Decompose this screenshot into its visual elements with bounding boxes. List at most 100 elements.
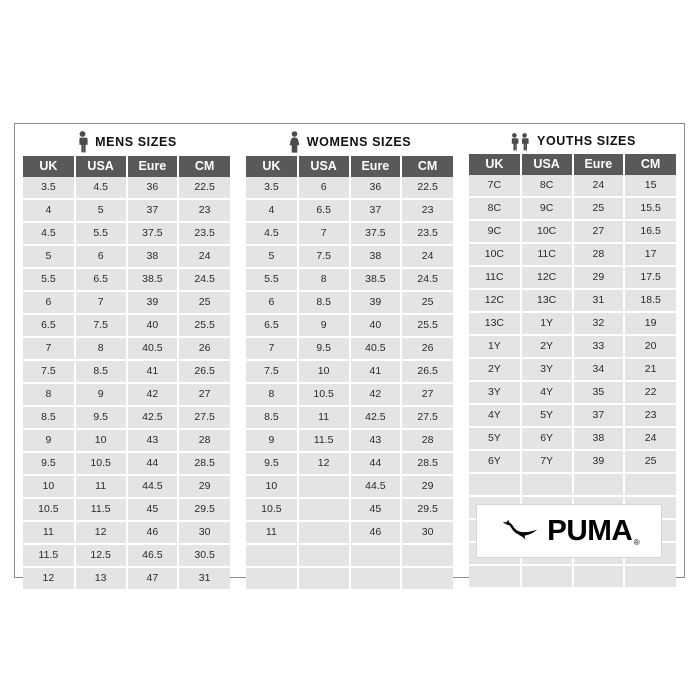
table-row: 8C 9C 25 15.5: [469, 197, 676, 221]
cell-uk: 6.5: [246, 314, 299, 338]
table-row: 11 12 46 30: [23, 521, 230, 545]
cell-usa: 7: [297, 222, 351, 246]
mens-title-label: MENS SIZES: [95, 135, 177, 149]
cell-cm: 24: [624, 427, 676, 451]
womens-size-table: UK USA Eure CM 3.5 6 36 22.5 4 6.5 37 23 4.5 7 37.…: [246, 156, 453, 589]
cell-usa: 12C: [520, 266, 574, 290]
table-row: [246, 567, 453, 589]
table-row: 12C 13C 31 18.5: [469, 289, 676, 313]
cell-uk: 5.5: [246, 268, 299, 292]
table-row: 9.5 10.5 44 28.5: [23, 452, 230, 476]
cell-cm: 18.5: [624, 289, 676, 313]
cell-usa: 13: [74, 567, 128, 589]
cell-usa: 8.5: [297, 291, 351, 315]
cell-uk: 8.5: [246, 406, 299, 430]
cell-uk: 7: [23, 337, 76, 361]
column-header-uk: UK: [246, 156, 299, 177]
cell-cm: 17: [624, 243, 676, 267]
cell-eure: [349, 544, 403, 568]
cell-usa: 3Y: [520, 358, 574, 382]
cell-uk: [246, 567, 299, 589]
table-row: 8.5 9.5 42.5 27.5: [23, 406, 230, 430]
cell-uk: 11: [23, 521, 76, 545]
table-row: 7.5 10 41 26.5: [246, 360, 453, 384]
cell-cm: [401, 544, 453, 568]
table-row: 5 6 38 24: [23, 245, 230, 269]
cell-uk: 5Y: [469, 427, 522, 451]
cell-eure: 24: [572, 175, 626, 198]
cell-eure: 37.5: [349, 222, 403, 246]
cell-uk: 3.5: [246, 177, 299, 200]
table-row: 9C 10C 27 16.5: [469, 220, 676, 244]
cell-cm: 25: [178, 291, 230, 315]
cell-cm: 27.5: [401, 406, 453, 430]
cell-usa: [520, 565, 574, 587]
cell-eure: 43: [126, 429, 180, 453]
table-row: 6 7 39 25: [23, 291, 230, 315]
cell-cm: 30: [178, 521, 230, 545]
cell-usa: [297, 475, 351, 499]
cell-cm: 25.5: [401, 314, 453, 338]
cell-uk: 9: [23, 429, 76, 453]
cell-eure: 47: [126, 567, 180, 589]
cell-uk: 5: [23, 245, 76, 269]
cell-uk: 7.5: [23, 360, 76, 384]
cell-eure: 34: [572, 358, 626, 382]
column-header-uk: UK: [23, 156, 76, 177]
cell-eure: 38.5: [126, 268, 180, 292]
cell-usa: 6.5: [74, 268, 128, 292]
cell-uk: 12C: [469, 289, 522, 313]
cell-uk: 7C: [469, 175, 522, 198]
table-row: [469, 565, 676, 587]
cell-uk: 11: [246, 521, 299, 545]
table-row: 10.5 11.5 45 29.5: [23, 498, 230, 522]
mens-sizes-block: MENS SIZES UK USA Eure CM 3.5 4.5 36 22.5 4 5…: [23, 131, 230, 589]
table-row: 7C 8C 24 15: [469, 175, 676, 198]
cell-eure: 35: [572, 381, 626, 405]
cell-eure: 29: [572, 266, 626, 290]
cell-uk: [246, 544, 299, 568]
cell-usa: 8C: [520, 175, 574, 198]
column-header-cm: CM: [178, 156, 230, 177]
cell-uk: 6: [246, 291, 299, 315]
cell-eure: 28: [572, 243, 626, 267]
cell-uk: [469, 473, 522, 497]
cell-usa: 2Y: [520, 335, 574, 359]
table-row: 6.5 7.5 40 25.5: [23, 314, 230, 338]
cell-usa: 9: [297, 314, 351, 338]
table-row: 4Y 5Y 37 23: [469, 404, 676, 428]
cell-cm: [624, 473, 676, 497]
table-row: 10.5 45 29.5: [246, 498, 453, 522]
cell-eure: 46: [126, 521, 180, 545]
table-row: 10 44.5 29: [246, 475, 453, 499]
cell-uk: 9.5: [23, 452, 76, 476]
cell-usa: 10.5: [74, 452, 128, 476]
cell-cm: 29: [178, 475, 230, 499]
cell-eure: 38.5: [349, 268, 403, 292]
cell-cm: 26: [178, 337, 230, 361]
cell-eure: 37: [572, 404, 626, 428]
woman-figure-icon: [288, 131, 301, 153]
cell-usa: 7.5: [74, 314, 128, 338]
womens-sizes-block: WOMENS SIZES UK USA Eure CM 3.5 6 36 22.5 4 6…: [246, 131, 453, 589]
cell-cm: 22.5: [401, 177, 453, 200]
cell-cm: 23: [624, 404, 676, 428]
cell-cm: 27.5: [178, 406, 230, 430]
cell-uk: 8C: [469, 197, 522, 221]
cell-usa: 4.5: [74, 177, 128, 200]
table-row: 7 9.5 40.5 26: [246, 337, 453, 361]
cell-eure: 42.5: [126, 406, 180, 430]
column-header-eure: Eure: [349, 156, 403, 177]
cell-usa: 11.5: [297, 429, 351, 453]
table-row: 10C 11C 28 17: [469, 243, 676, 267]
cell-uk: 9.5: [246, 452, 299, 476]
puma-logo-panel: PUMA ®: [476, 504, 662, 558]
cell-eure: [572, 565, 626, 587]
cell-uk: 8.5: [23, 406, 76, 430]
cell-usa: 10C: [520, 220, 574, 244]
cell-usa: 7.5: [297, 245, 351, 269]
registered-trademark-icon: ®: [633, 537, 640, 547]
table-header-row: UK USA Eure CM: [469, 154, 676, 175]
cell-cm: [624, 565, 676, 587]
cell-usa: [297, 521, 351, 545]
